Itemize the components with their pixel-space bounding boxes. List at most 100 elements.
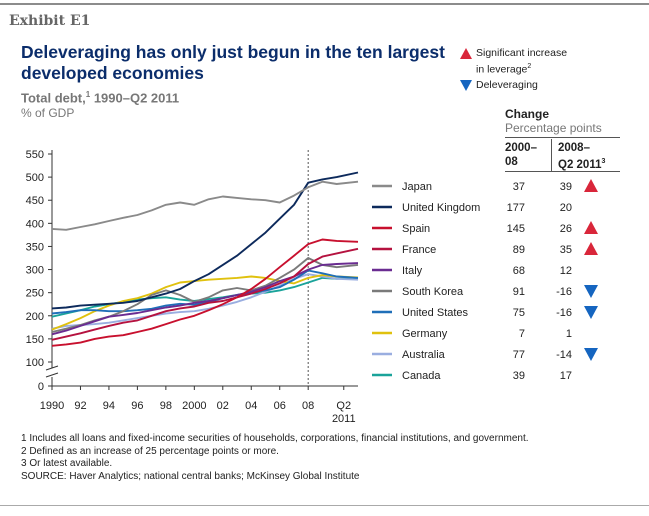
source-note: SOURCE: Haver Analytics; national centra…	[21, 470, 360, 482]
x-tick-label-year: 2011	[332, 413, 356, 425]
column-header-2008-q2-text: Q2 2011	[558, 158, 602, 171]
increase-flag-icon	[584, 242, 598, 255]
change-2008-q2-united-states: -16	[556, 307, 572, 319]
subtitle-range: 1990–Q2 2011	[90, 90, 180, 106]
x-tick-label: 2000	[182, 400, 206, 412]
increase-key-line-2-text: in leverage	[476, 63, 528, 76]
legend-label-spain: Spain	[402, 223, 430, 235]
change-2000-08-france: 89	[513, 244, 525, 256]
legend-label-germany: Germany	[402, 328, 448, 340]
increase-key-line-1: Significant increase	[476, 47, 568, 59]
line-chart: 550 500 450 400 350 300 250 200 150 100 0 1990 92 94 9…	[26, 149, 598, 425]
change-heading: Change	[505, 107, 550, 121]
x-tick-label: 92	[74, 400, 86, 412]
change-2000-08-canada: 39	[513, 370, 525, 382]
footnote-2: 2 Defined as an increase of 25 percentag…	[21, 445, 279, 457]
axis-break-gap	[46, 368, 58, 377]
legend-label-united-states: United States	[402, 307, 469, 319]
change-2000-08-australia: 77	[513, 349, 525, 361]
y-tick-label: 500	[26, 172, 44, 184]
change-2008-q2-canada: 17	[560, 370, 572, 382]
deleveraging-flag-icon	[584, 348, 598, 361]
x-tick-label: 96	[131, 400, 143, 412]
increase-key-footnote-ref: 2	[527, 63, 532, 70]
y-tick-label: 0	[38, 381, 44, 393]
legend-label-south-korea: South Korea	[402, 286, 464, 298]
change-2000-08-united-states: 75	[513, 307, 525, 319]
deleveraging-triangle-shape	[460, 80, 472, 91]
chart-title-line-2: developed economies	[21, 63, 204, 83]
deleveraging-flag-icon	[584, 285, 598, 298]
series-line-japan	[51, 180, 359, 231]
x-tick-label: 1990	[40, 400, 64, 412]
top-rule	[0, 3, 649, 5]
y-tick-label: 200	[26, 311, 44, 323]
increase-triangle-icon	[460, 48, 472, 59]
unit-label: % of GDP	[21, 106, 75, 120]
x-tick-label: Q2	[336, 400, 351, 412]
x-tick-label: 06	[274, 400, 286, 412]
change-2008-q2-spain: 26	[560, 223, 572, 235]
y-tick-label: 250	[26, 288, 44, 300]
change-2000-08-italy: 68	[513, 265, 525, 277]
legend-label-japan: Japan	[402, 181, 432, 193]
series-line-united-states	[51, 269, 359, 315]
column-header-2008-q2: 2008– Q2 20113	[551, 139, 605, 172]
exhibit-label: Exhibit E1	[9, 13, 91, 29]
column-header-2000-08-line-2: 08	[505, 156, 518, 168]
footnotes: 1 Includes all loans and fixed-income se…	[21, 433, 529, 483]
table-header-rule	[505, 171, 620, 172]
y-tick-label: 550	[26, 149, 44, 161]
legend-label-australia: Australia	[402, 349, 446, 361]
change-2000-08-south-korea: 91	[513, 286, 525, 298]
legend-label-canada: Canada	[402, 370, 441, 382]
x-tick-label: 02	[217, 400, 229, 412]
series-line-italy	[51, 262, 359, 336]
change-subheading: Percentage points	[505, 121, 602, 135]
legend-label-italy: Italy	[402, 265, 423, 277]
y-tick-label: 300	[26, 265, 44, 277]
column-header-2000-08: 2000– 08	[505, 141, 537, 169]
increase-key: Significant increase in leverage2	[476, 47, 567, 77]
change-2000-08-japan: 37	[513, 181, 525, 193]
y-tick-label: 450	[26, 195, 44, 207]
y-tick-label: 150	[26, 334, 44, 346]
axis-break-mark	[45, 365, 59, 378]
change-2008-q2-united-kingdom: 20	[560, 202, 572, 214]
column-separator	[551, 139, 552, 172]
legend-label-united-kingdom: United Kingdom	[402, 202, 480, 214]
chart-subtitle: Total debt,1 1990–Q2 2011	[21, 90, 179, 105]
deleveraging-flag-icon	[584, 306, 598, 319]
deleveraging-key: Deleveraging	[476, 79, 538, 91]
change-2008-q2-italy: 12	[560, 265, 572, 277]
change-2008-q2-germany: 1	[566, 328, 572, 340]
change-2000-08-spain: 145	[507, 223, 525, 235]
series-line-spain	[51, 238, 359, 347]
increase-key-line-2: in leverage2	[476, 60, 567, 77]
chart-title-line-1: Deleveraging has only just begun in the …	[21, 42, 445, 62]
change-2000-08-germany: 7	[519, 328, 525, 340]
legend-label-france: France	[402, 244, 436, 256]
increase-flag-icon	[584, 221, 598, 234]
series-line-germany	[51, 274, 359, 331]
change-2000-08-united-kingdom: 177	[507, 202, 525, 214]
bottom-rule	[0, 505, 649, 506]
change-2008-q2-france: 35	[560, 244, 572, 256]
series-line-france	[51, 247, 359, 341]
x-tick-label: 94	[103, 400, 115, 412]
table-top-rule	[505, 137, 620, 138]
column-header-footnote-ref: 3	[601, 158, 606, 165]
deleveraging-triangle-icon	[460, 80, 472, 91]
x-tick-label: 04	[245, 400, 257, 412]
y-tick-label: 100	[26, 357, 44, 369]
column-header-2000-08-line-1: 2000–	[505, 142, 537, 154]
change-2008-q2-south-korea: -16	[556, 286, 572, 298]
increase-triangle-shape	[460, 48, 472, 59]
column-header-2008-q2-line-2: Q2 20113	[558, 155, 605, 172]
subtitle-footnote-ref: 1	[85, 90, 91, 99]
change-2008-q2-australia: -14	[556, 349, 572, 361]
x-tick-label: 98	[160, 400, 172, 412]
chart-title: Deleveraging has only just begun in the …	[21, 42, 461, 84]
series-line-united-kingdom	[51, 171, 359, 310]
increase-flag-icon	[584, 179, 598, 192]
